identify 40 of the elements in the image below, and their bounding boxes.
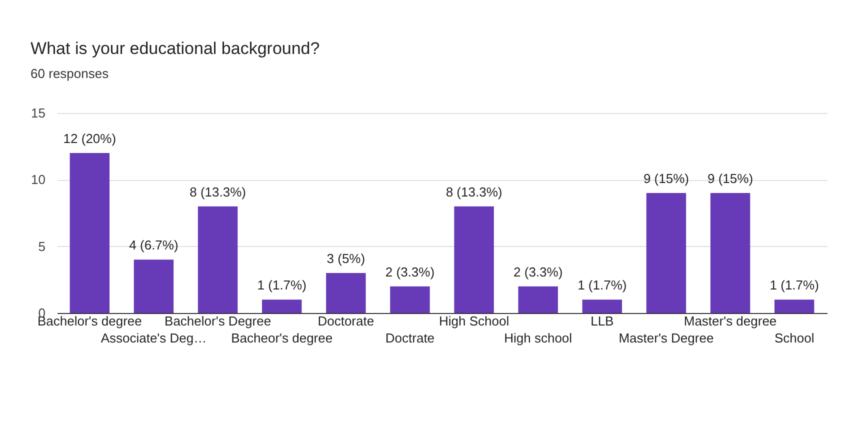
x-tick-label: Bachelor's Degree xyxy=(164,314,272,328)
bar xyxy=(262,300,302,313)
x-tick-label: Bacheor's degree xyxy=(231,330,333,346)
y-tick-label: 15 xyxy=(31,106,46,120)
data-label: 9 (15%) xyxy=(643,171,689,186)
bar xyxy=(710,193,750,313)
x-tick-label: High School xyxy=(438,314,510,328)
bar xyxy=(774,300,814,313)
x-tick-label: LLB xyxy=(590,314,614,328)
chart-title: What is your educational background? xyxy=(30,39,320,58)
data-label: 2 (3.3%) xyxy=(514,264,563,280)
bar xyxy=(134,260,174,313)
bar xyxy=(390,286,430,313)
x-tick-label: High school xyxy=(504,330,572,346)
data-label: 2 (3.3%) xyxy=(385,264,435,280)
chart-subtitle: 60 responses xyxy=(30,66,110,81)
y-tick-label: 10 xyxy=(31,172,46,188)
data-label: 8 (13.3%) xyxy=(190,184,246,200)
bar xyxy=(582,300,622,313)
bar xyxy=(326,273,366,313)
data-label: 12 (20%) xyxy=(63,131,116,146)
bar xyxy=(70,153,110,313)
x-tick-label: Doctrate xyxy=(385,330,435,346)
x-tick-label: School xyxy=(774,330,814,346)
bar xyxy=(454,206,494,313)
data-label: 1 (1.7%) xyxy=(257,278,306,293)
bar xyxy=(646,193,686,313)
x-tick-label: Master's Degree xyxy=(618,330,714,346)
bar xyxy=(518,286,558,313)
data-label: 9 (15%) xyxy=(708,171,754,186)
data-label: 4 (6.7%) xyxy=(129,238,178,253)
data-label: 1 (1.7%) xyxy=(578,278,627,293)
data-label: 1 (1.7%) xyxy=(770,278,819,293)
x-tick-label: Doctorate xyxy=(318,314,374,328)
x-tick-label: Associate's Deg… xyxy=(100,330,207,346)
data-label: 8 (13.3%) xyxy=(446,184,502,200)
y-tick-label: 5 xyxy=(38,238,46,254)
x-tick-label: Master's degree xyxy=(684,314,777,328)
bar xyxy=(198,206,238,313)
data-label: 3 (5%) xyxy=(326,251,366,266)
